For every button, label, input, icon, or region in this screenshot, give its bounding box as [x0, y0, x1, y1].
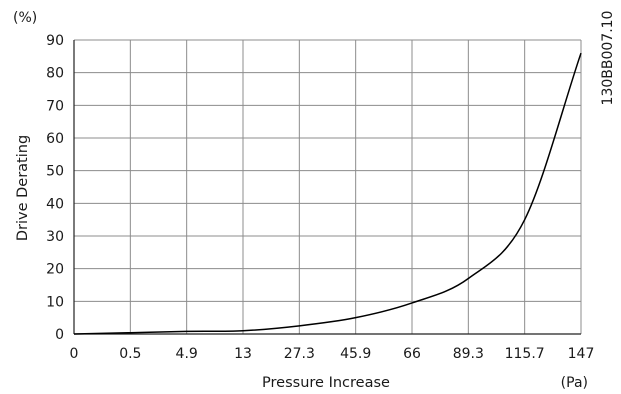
series-line [73, 52, 582, 335]
figure-id: 130BB007.10 [600, 11, 616, 106]
x-tick-label: 0 [70, 346, 79, 362]
data-point [241, 328, 246, 333]
y-tick-label: 90 [46, 33, 64, 49]
y-tick-label: 10 [46, 294, 64, 310]
x-tick-label: 147 [568, 346, 595, 362]
data-point [128, 330, 133, 335]
x-tick-label: 13 [234, 346, 252, 362]
axes [73, 40, 581, 335]
x-tick-label: 27.3 [284, 346, 315, 362]
x-tick-label: 89.3 [453, 346, 484, 362]
x-tick-label: 66 [403, 346, 421, 362]
data-point [522, 217, 527, 222]
x-tick-labels: 0 0.5 4.9 13 27.3 45.9 66 89.3 115.7 147 [70, 346, 595, 362]
gridlines [74, 39, 582, 334]
x-tick-label: 0.5 [119, 346, 141, 362]
y-tick-labels: 0 10 20 30 40 50 60 70 80 90 [46, 33, 64, 343]
y-tick-label: 70 [46, 98, 64, 114]
data-point [353, 315, 358, 320]
y-axis-title: Drive Derating [15, 135, 31, 241]
y-tick-label: 0 [55, 327, 64, 343]
x-unit-label: (Pa) [561, 375, 588, 391]
y-unit-label: (%) [13, 10, 37, 26]
data-point [184, 329, 189, 334]
data-point [579, 51, 584, 56]
y-tick-label: 20 [46, 262, 64, 278]
series [72, 51, 584, 337]
x-tick-label: 115.7 [505, 346, 545, 362]
y-tick-label: 30 [46, 229, 64, 245]
data-point [72, 332, 77, 337]
data-point [297, 323, 302, 328]
x-axis-title: Pressure Increase [262, 375, 390, 391]
y-tick-label: 60 [46, 131, 64, 147]
x-tick-label: 4.9 [176, 346, 198, 362]
y-tick-label: 50 [46, 164, 64, 180]
x-tick-label: 45.9 [340, 346, 371, 362]
data-point [466, 276, 471, 281]
y-tick-label: 40 [46, 196, 64, 212]
y-tick-label: 80 [46, 66, 64, 82]
data-point [410, 300, 415, 305]
